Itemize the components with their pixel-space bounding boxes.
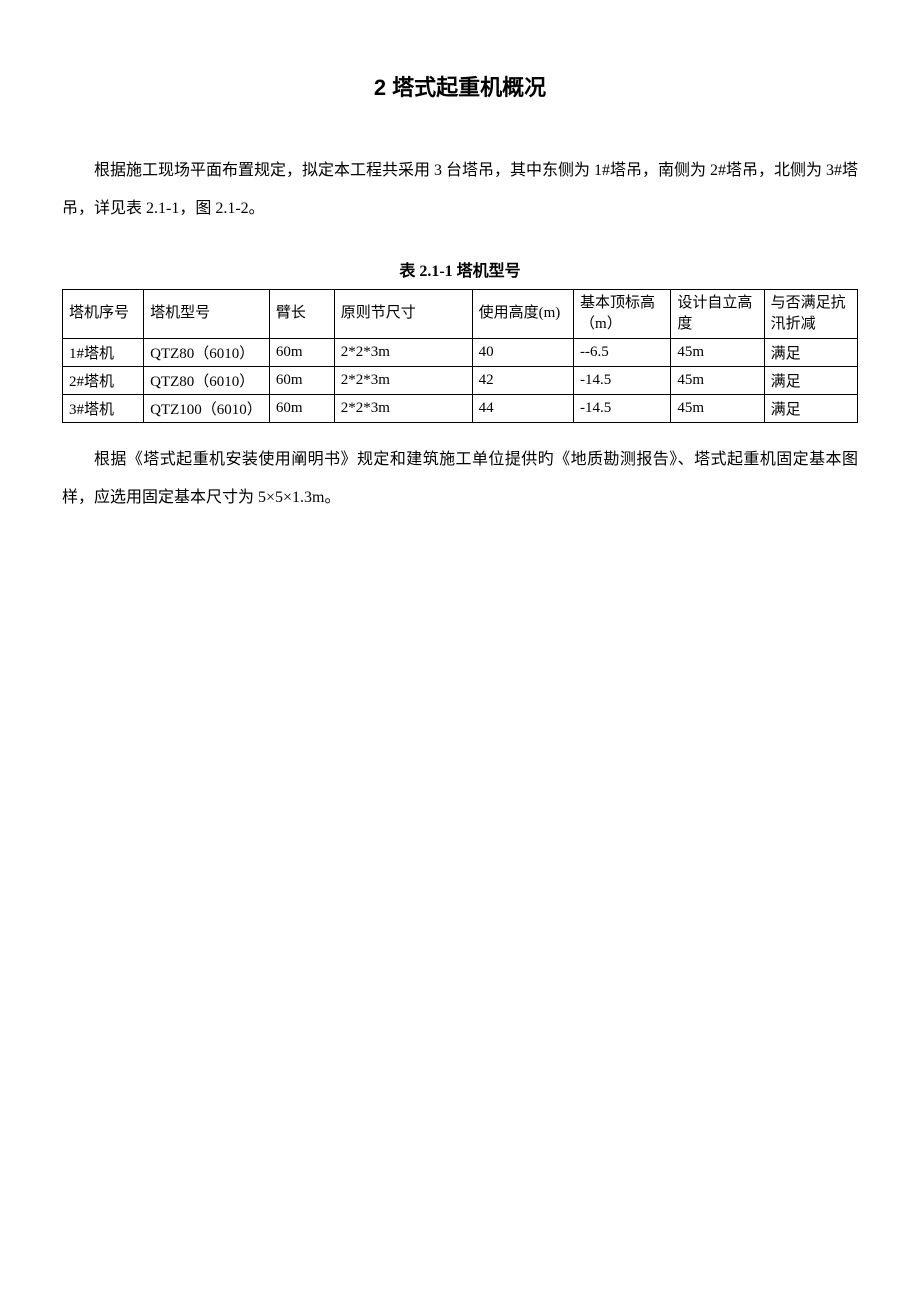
- table-cell: 满足: [764, 338, 857, 366]
- table-cell: 2*2*3m: [334, 366, 472, 394]
- table-cell: QTZ80（6010）: [144, 366, 270, 394]
- table-cell: 40: [472, 338, 573, 366]
- section-heading: 2 塔式起重机概况: [62, 70, 858, 102]
- table-cell: 45m: [671, 338, 764, 366]
- table-header-cell: 设计自立高度: [671, 289, 764, 338]
- table-header-cell: 塔机序号: [63, 289, 144, 338]
- table-cell: 2#塔机: [63, 366, 144, 394]
- table-cell: --6.5: [574, 338, 671, 366]
- table-cell: 45m: [671, 394, 764, 422]
- table-header-cell: 使用高度(m): [472, 289, 573, 338]
- table-header-row: 塔机序号 塔机型号 臂长 原则节尺寸 使用高度(m) 基本顶标高（m） 设计自立…: [63, 289, 858, 338]
- table-cell: 44: [472, 394, 573, 422]
- table-cell: 60m: [269, 394, 334, 422]
- table-row: 1#塔机 QTZ80（6010） 60m 2*2*3m 40 --6.5 45m…: [63, 338, 858, 366]
- table-caption: 表 2.1-1 塔机型号: [62, 257, 858, 281]
- table-cell: QTZ100（6010）: [144, 394, 270, 422]
- table-cell: -14.5: [574, 394, 671, 422]
- table-cell: 满足: [764, 394, 857, 422]
- crane-model-table: 塔机序号 塔机型号 臂长 原则节尺寸 使用高度(m) 基本顶标高（m） 设计自立…: [62, 289, 858, 423]
- table-cell: 60m: [269, 338, 334, 366]
- table-header-cell: 臂长: [269, 289, 334, 338]
- table-cell: 3#塔机: [63, 394, 144, 422]
- table-cell: 2*2*3m: [334, 338, 472, 366]
- table-header-cell: 塔机型号: [144, 289, 270, 338]
- table-header-cell: 与否满足抗汛折减: [764, 289, 857, 338]
- table-cell: 60m: [269, 366, 334, 394]
- table-cell: 45m: [671, 366, 764, 394]
- table-cell: -14.5: [574, 366, 671, 394]
- table-header-cell: 原则节尺寸: [334, 289, 472, 338]
- table-cell: 42: [472, 366, 573, 394]
- table-cell: 满足: [764, 366, 857, 394]
- table-cell: 1#塔机: [63, 338, 144, 366]
- table-header-cell: 基本顶标高（m）: [574, 289, 671, 338]
- closing-paragraph: 根据《塔式起重机安装使用阐明书》规定和建筑施工单位提供旳《地质勘测报告》、塔式起…: [62, 441, 858, 518]
- table-row: 2#塔机 QTZ80（6010） 60m 2*2*3m 42 -14.5 45m…: [63, 366, 858, 394]
- table-row: 3#塔机 QTZ100（6010） 60m 2*2*3m 44 -14.5 45…: [63, 394, 858, 422]
- table-cell: 2*2*3m: [334, 394, 472, 422]
- table-cell: QTZ80（6010）: [144, 338, 270, 366]
- intro-paragraph: 根据施工现场平面布置规定，拟定本工程共采用 3 台塔吊，其中东侧为 1#塔吊，南…: [62, 152, 858, 229]
